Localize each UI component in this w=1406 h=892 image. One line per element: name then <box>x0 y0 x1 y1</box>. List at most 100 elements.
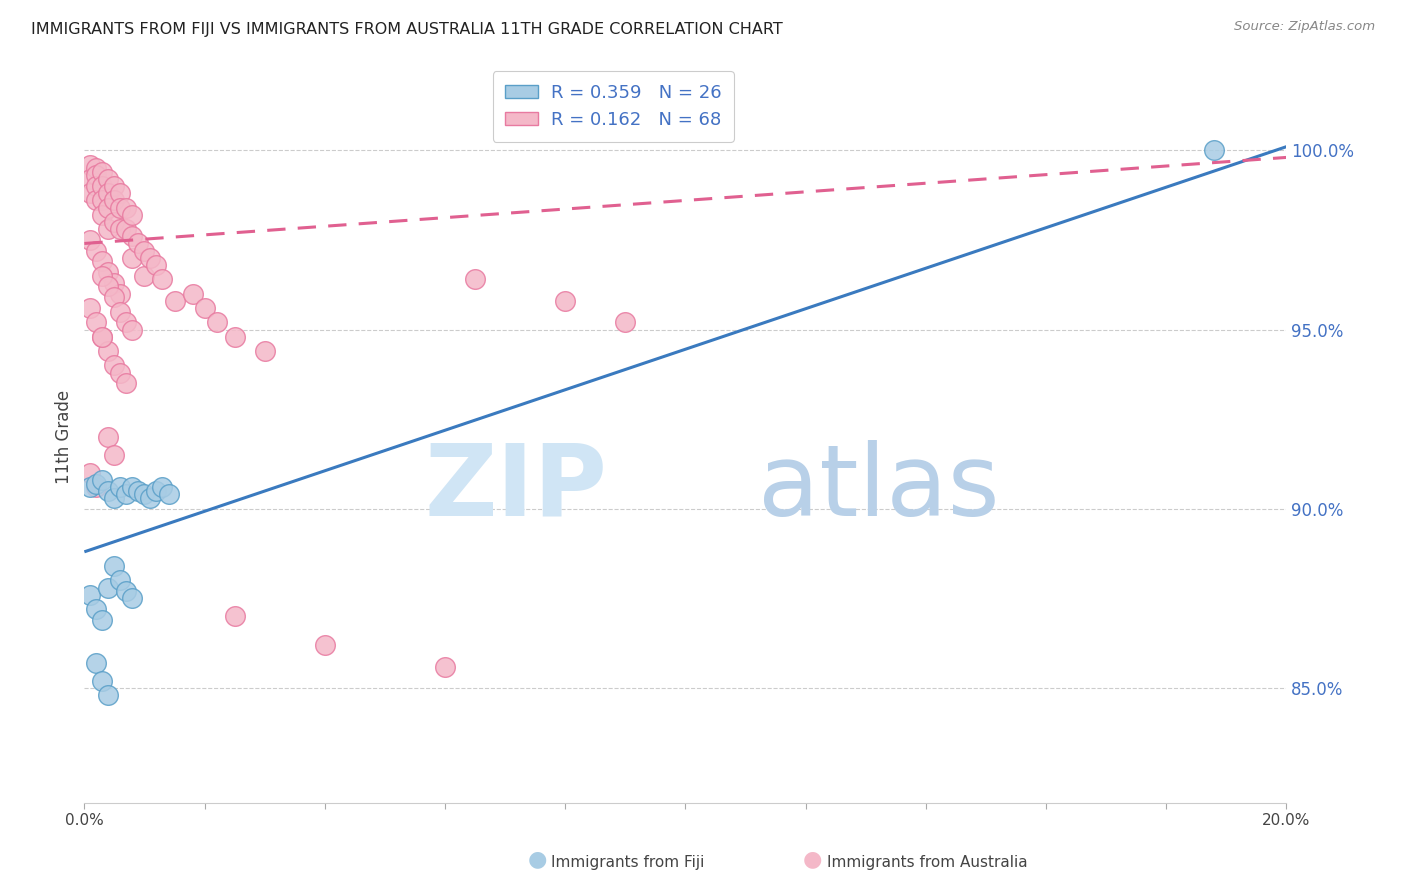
Point <box>110 480 132 494</box>
Point <box>121 251 143 265</box>
Point <box>91 329 114 343</box>
Point <box>97 483 120 498</box>
Point <box>86 480 108 494</box>
Point <box>115 201 138 215</box>
Point <box>121 480 143 494</box>
Point <box>163 293 186 308</box>
Point <box>91 268 114 283</box>
Point <box>110 304 132 318</box>
Point <box>224 609 246 624</box>
Point <box>86 602 108 616</box>
Point <box>97 201 120 215</box>
Point <box>97 430 120 444</box>
Point <box>97 222 120 236</box>
Point <box>79 301 101 315</box>
Point <box>97 581 120 595</box>
Text: IMMIGRANTS FROM FIJI VS IMMIGRANTS FROM AUSTRALIA 11TH GRADE CORRELATION CHART: IMMIGRANTS FROM FIJI VS IMMIGRANTS FROM … <box>31 22 783 37</box>
Point <box>1204 143 1226 157</box>
Point <box>145 483 167 498</box>
Point <box>86 244 108 258</box>
Point <box>86 194 108 208</box>
Point <box>86 179 108 194</box>
Point <box>103 491 125 505</box>
Point <box>127 483 149 498</box>
Text: ●: ● <box>527 850 547 870</box>
Point <box>115 315 138 329</box>
Point <box>121 229 143 244</box>
Point <box>79 233 101 247</box>
Point <box>110 366 132 380</box>
Point <box>614 315 637 329</box>
Point <box>91 208 114 222</box>
Point <box>134 487 156 501</box>
Point <box>79 186 101 201</box>
Text: Immigrants from Fiji: Immigrants from Fiji <box>551 855 704 870</box>
Point <box>91 613 114 627</box>
Point <box>103 359 125 373</box>
Point <box>79 466 101 480</box>
Text: atlas: atlas <box>758 440 1000 537</box>
Point <box>103 559 125 574</box>
Point <box>103 448 125 462</box>
Point <box>86 476 108 491</box>
Point <box>103 276 125 290</box>
Text: ZIP: ZIP <box>425 440 607 537</box>
Point <box>110 201 132 215</box>
Point <box>139 491 162 505</box>
Point <box>103 215 125 229</box>
Point <box>86 656 108 670</box>
Point <box>121 322 143 336</box>
Point <box>91 473 114 487</box>
Point <box>86 169 108 183</box>
Point <box>145 258 167 272</box>
Point <box>115 487 138 501</box>
Point <box>91 254 114 268</box>
Point <box>194 301 217 315</box>
Point <box>152 272 174 286</box>
Legend: R = 0.359   N = 26, R = 0.162   N = 68: R = 0.359 N = 26, R = 0.162 N = 68 <box>492 71 734 142</box>
Point <box>97 344 120 359</box>
Point <box>110 222 132 236</box>
Point <box>91 329 114 343</box>
Point <box>181 286 204 301</box>
Point <box>121 591 143 606</box>
Point <box>103 194 125 208</box>
Text: Source: ZipAtlas.com: Source: ZipAtlas.com <box>1234 20 1375 33</box>
Point <box>79 588 101 602</box>
Point <box>152 480 174 494</box>
Point <box>91 165 114 179</box>
Point <box>314 638 336 652</box>
Point <box>554 293 576 308</box>
Point <box>110 186 132 201</box>
Point <box>110 286 132 301</box>
Point <box>127 236 149 251</box>
Y-axis label: 11th Grade: 11th Grade <box>55 390 73 484</box>
Point <box>139 251 162 265</box>
Point <box>157 487 180 501</box>
Point <box>464 272 486 286</box>
Point <box>253 344 276 359</box>
Point <box>86 315 108 329</box>
Point <box>110 574 132 588</box>
Point <box>115 376 138 391</box>
Point <box>91 179 114 194</box>
Point <box>97 186 120 201</box>
Point <box>224 329 246 343</box>
Point <box>97 172 120 186</box>
Point <box>97 688 120 702</box>
Point <box>115 222 138 236</box>
Point <box>103 179 125 194</box>
Point <box>79 158 101 172</box>
Point <box>121 208 143 222</box>
Point <box>134 244 156 258</box>
Point <box>86 161 108 176</box>
Point <box>79 172 101 186</box>
Point <box>91 194 114 208</box>
Point <box>97 265 120 279</box>
Point <box>97 279 120 293</box>
Point <box>91 673 114 688</box>
Text: Immigrants from Australia: Immigrants from Australia <box>827 855 1028 870</box>
Point <box>134 268 156 283</box>
Point <box>103 290 125 304</box>
Text: ●: ● <box>803 850 823 870</box>
